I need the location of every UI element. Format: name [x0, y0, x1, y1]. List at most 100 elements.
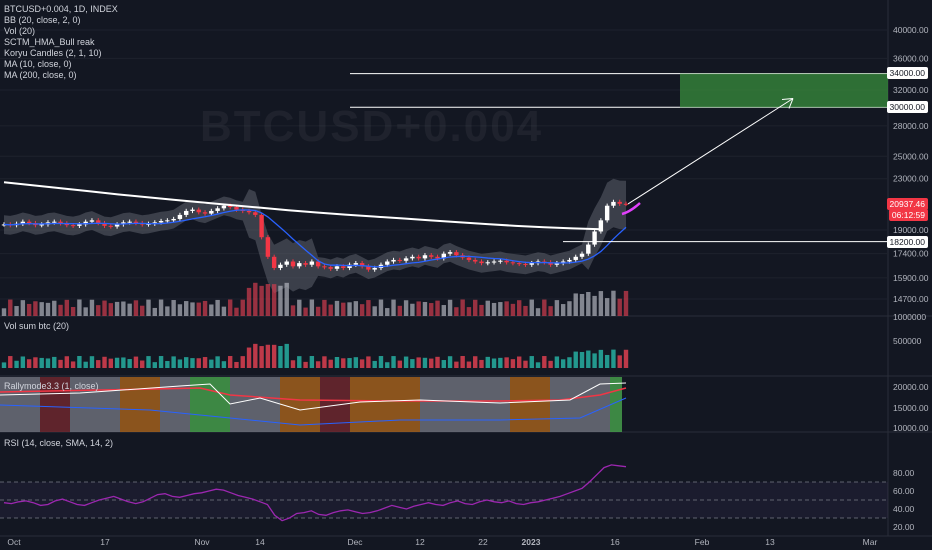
legend-indicator-ma10[interactable]: MA (10, close, 0) [4, 59, 72, 69]
time-axis-label: Feb [695, 537, 710, 547]
volume-sum-bar [234, 361, 239, 368]
volume-pane-label[interactable]: Vol sum btc (20) [4, 321, 70, 331]
legend-symbol[interactable]: BTCUSD+0.004, 1D, INDEX [4, 4, 118, 14]
volume-sum-bar [479, 359, 484, 368]
volume-bar [83, 307, 88, 316]
legend-indicator-ma200[interactable]: MA (200, close, 0) [4, 70, 77, 80]
volume-sum-bar [378, 356, 384, 368]
candle-body [253, 212, 258, 215]
time-axis-label: 2023 [522, 537, 541, 547]
volume-sum-bar [473, 356, 478, 368]
volume-bar [202, 300, 208, 316]
rally-pane-label[interactable]: Rallymode3.3 (1, close) [4, 381, 99, 391]
volume-sum-bar [460, 356, 465, 368]
volume-sum-bar [573, 351, 578, 368]
volume-sum-bar [1, 362, 7, 368]
time-axis-label: 14 [255, 537, 265, 547]
volume-sum-bar [529, 356, 534, 368]
volume-sum-bar [58, 359, 63, 368]
volume-sum-bar [322, 356, 327, 368]
volume-bar [8, 299, 13, 316]
candle-body [372, 267, 377, 270]
legend-indicator-bb[interactable]: BB (20, close, 2, 0) [4, 15, 81, 25]
volume-sum-bar [221, 361, 227, 368]
volume-bar [560, 304, 566, 316]
candle-body [504, 260, 509, 263]
candle-body [586, 244, 591, 254]
volume-bar [70, 306, 76, 316]
rally-block [0, 377, 40, 432]
volume-bar [604, 298, 610, 316]
volume-sum-bar [372, 360, 377, 368]
price-axis-label: 36000.00 [893, 53, 929, 63]
candle-body [246, 210, 252, 213]
volume-bar [429, 303, 434, 316]
volume-bar [146, 299, 151, 316]
volume-sum-bar [121, 357, 126, 368]
volume-sum-bar [240, 356, 245, 368]
volume-axis-label: 1000000 [893, 312, 926, 322]
rsi-axis-label: 60.00 [893, 486, 915, 496]
legend-indicator-sctm[interactable]: SCTM_HMA_Bull reak [4, 37, 95, 47]
volume-sum-bar [548, 360, 553, 368]
candle-body [196, 209, 201, 213]
rsi-pane-label[interactable]: RSI (14, close, SMA, 14, 2) [4, 438, 114, 448]
volume-sum-bar [328, 359, 333, 368]
volume-sum-bar [133, 356, 139, 368]
volume-bar [133, 300, 139, 316]
rsi-axis-label: 20.00 [893, 522, 915, 532]
volume-sum-bar [215, 356, 220, 368]
volume-bar [140, 305, 145, 316]
volume-sum-bar [14, 360, 19, 368]
volume-bar [535, 308, 541, 316]
volume-bar [516, 300, 522, 316]
volume-sum-bar [586, 350, 591, 368]
candle-body [516, 263, 522, 265]
volume-bar [171, 300, 176, 316]
volume-bar [297, 299, 302, 316]
candle-body [20, 221, 26, 224]
candle-body [441, 253, 446, 259]
volume-bar [466, 307, 472, 316]
volume-bar [422, 301, 428, 316]
candle-body [435, 256, 440, 259]
time-axis-label: Dec [347, 537, 363, 547]
candle-body [579, 253, 585, 257]
candle-body [429, 255, 434, 257]
candle-body [573, 256, 578, 260]
rally-block [350, 377, 420, 432]
volume-bar [592, 295, 597, 316]
volume-bar [121, 301, 126, 316]
candle-body [498, 260, 503, 262]
candle-body [209, 210, 214, 214]
volume-sum-bar [366, 356, 371, 368]
volume-bar [77, 299, 82, 316]
candle-body [259, 214, 264, 238]
volume-sum-bar [523, 360, 528, 368]
chart-legend: BTCUSD+0.004, 1D, INDEX BB (20, close, 2… [4, 4, 118, 81]
volume-bar [190, 302, 195, 316]
volume-bar [89, 299, 95, 316]
legend-indicator-vol[interactable]: Vol (20) [4, 26, 36, 36]
time-axis-label: Mar [863, 537, 878, 547]
volume-bar [52, 300, 57, 316]
volume-sum-bar [253, 343, 258, 368]
volume-sum-bar [454, 361, 459, 368]
candle-body [366, 266, 371, 270]
candle-body [529, 263, 534, 265]
volume-bar [542, 299, 547, 316]
candle-body [611, 201, 616, 206]
volume-bar [410, 303, 415, 316]
volume-bar [14, 306, 19, 316]
legend-indicator-koryu[interactable]: Koryu Candles (2, 1, 10) [4, 48, 102, 58]
volume-bar [1, 308, 7, 316]
candle-body [397, 259, 403, 261]
rsi-axis-label: 40.00 [893, 504, 915, 514]
time-axis-label: 17 [100, 537, 110, 547]
volume-sum-bar [127, 359, 132, 368]
volume-bar [215, 299, 220, 316]
volume-sum-bar [315, 361, 321, 368]
volume-bar [328, 304, 333, 316]
price-axis-label: 15900.00 [893, 273, 929, 283]
